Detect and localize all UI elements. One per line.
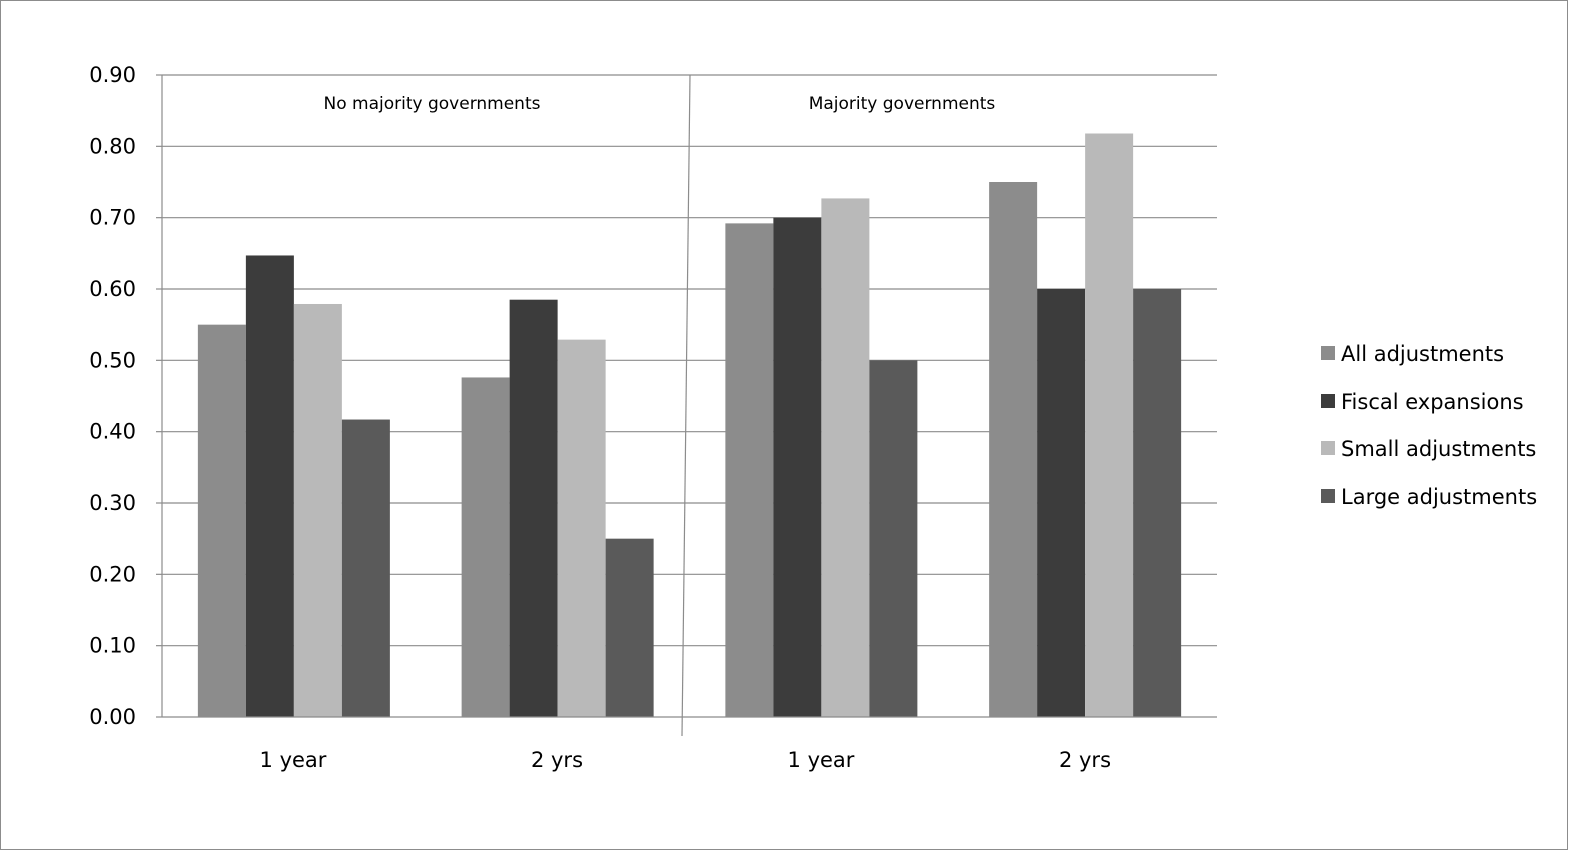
y-tick-label: 0.70	[89, 206, 136, 230]
bar	[509, 299, 558, 717]
y-tick-label: 0.80	[89, 134, 136, 158]
legend-item: Small adjustments	[1321, 437, 1536, 461]
legend-label: Large adjustments	[1341, 485, 1537, 509]
legend-swatch	[1321, 489, 1335, 503]
y-tick-label: 0.60	[89, 277, 136, 301]
y-tick-label: 0.30	[89, 491, 136, 515]
y-tick-label: 0.10	[89, 634, 136, 658]
panel-divider	[681, 74, 691, 737]
y-tick-label: 0.40	[89, 420, 136, 444]
bar	[989, 182, 1038, 717]
legend-swatch	[1321, 346, 1335, 360]
bar	[1037, 289, 1086, 717]
bar	[725, 223, 774, 717]
bar	[245, 255, 294, 717]
x-tick-label: 1 year	[788, 748, 855, 772]
legend-item: Large adjustments	[1321, 485, 1537, 509]
bar	[821, 198, 870, 717]
y-tick-label: 0.20	[89, 562, 136, 586]
legend-swatch	[1321, 394, 1335, 408]
legend-label: Fiscal expansions	[1341, 390, 1524, 414]
legend-label: All adjustments	[1341, 342, 1504, 366]
bar	[773, 217, 822, 717]
panel-label-majority: Majority governments	[809, 94, 996, 114]
bar	[557, 339, 606, 717]
legend-item: Fiscal expansions	[1321, 390, 1524, 414]
y-tick-labels: 0.00 0.10 0.20 0.30 0.40 0.50 0.60 0.70 0.80 0.90	[89, 63, 136, 729]
legend-label: Small adjustments	[1341, 437, 1536, 461]
bar	[1133, 289, 1182, 717]
bar	[869, 360, 918, 717]
x-tick-label: 2 yrs	[1059, 748, 1111, 772]
bar	[1085, 133, 1134, 717]
bars	[197, 133, 1182, 717]
bar	[197, 324, 246, 717]
x-tick-label: 2 yrs	[531, 748, 583, 772]
y-tick-label: 0.00	[89, 705, 136, 729]
bar	[293, 303, 342, 717]
bar	[461, 377, 510, 717]
y-tick-label: 0.50	[89, 348, 136, 372]
legend-item: All adjustments	[1321, 342, 1504, 366]
legend: All adjustments Fiscal expansions Small …	[1321, 342, 1537, 509]
x-tick-label: 1 year	[260, 748, 327, 772]
y-tick-label: 0.90	[89, 63, 136, 87]
panel-label-no-majority: No majority governments	[324, 94, 541, 114]
bar	[605, 538, 654, 717]
bar	[341, 419, 390, 717]
legend-swatch	[1321, 441, 1335, 455]
